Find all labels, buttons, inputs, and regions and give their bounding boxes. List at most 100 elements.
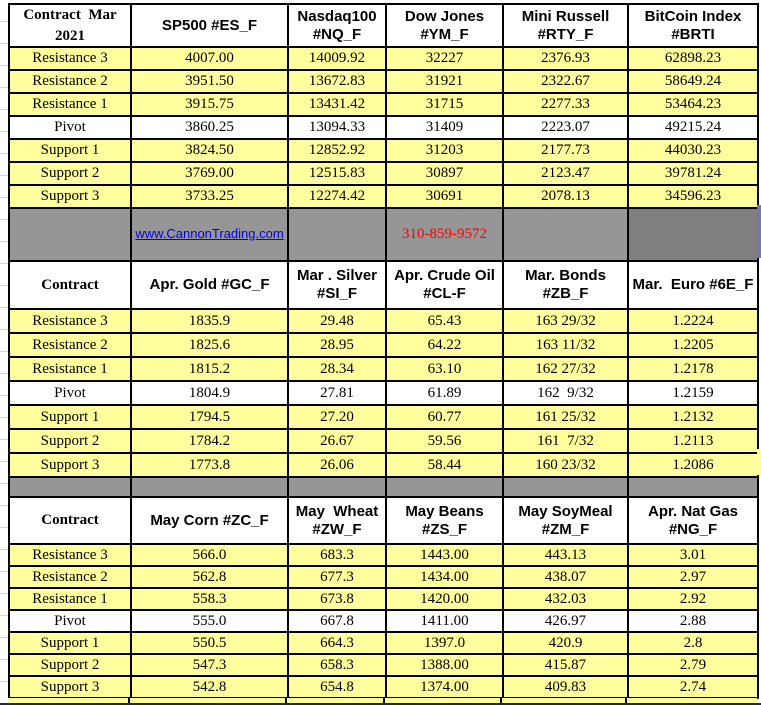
value-cell: 654.8 (287, 675, 387, 699)
row-label-cell: Support 1 (8, 631, 132, 655)
grid-divider (383, 698, 385, 703)
value-cell: 162 27/32 (502, 356, 629, 382)
table-row: Support 3 3733.25 12274.42 30691 2078.13 3459… (8, 184, 759, 209)
value-cell: 161 7/32 (502, 428, 629, 454)
value-cell: 667.8 (287, 609, 387, 633)
value-cell: 1784.2 (130, 428, 289, 454)
value-cell: 28.34 (287, 356, 387, 382)
section-3-corner-cell: Contract (8, 496, 132, 545)
grid-divider (625, 698, 627, 703)
bottom-edge-bar (0, 703, 761, 705)
column-header-cell: Apr. Gold #GC_F (130, 260, 289, 310)
band-cell (287, 207, 387, 262)
value-cell: 30691 (385, 184, 504, 209)
band-cell (287, 476, 387, 498)
table-row: Pivot 1804.9 27.81 61.89 162 9/32 1.2159 (8, 380, 759, 406)
value-cell: 32227 (385, 46, 504, 71)
cannon-trading-link[interactable]: www.CannonTrading.com (135, 226, 284, 241)
band-cell (502, 476, 629, 498)
row-label-cell: Support 1 (8, 404, 132, 430)
bottom-row-sliver (8, 698, 757, 703)
grid-divider (128, 698, 130, 703)
section-1-header-row: Contract Mar 2021 SP500 #ES_F Nasdaq100 #N… (8, 3, 759, 48)
value-cell: 432.03 (502, 587, 629, 611)
value-cell: 29.48 (287, 308, 387, 334)
value-cell: 53464.23 (627, 92, 759, 117)
value-cell: 2.8 (627, 631, 759, 655)
column-header-cell: Mar . Silver #SI_F (287, 260, 387, 310)
value-cell: 547.3 (130, 653, 289, 677)
value-cell: 683.3 (287, 543, 387, 567)
right-edge-sliver (757, 205, 761, 258)
row-label-cell: Resistance 2 (8, 565, 132, 589)
band-cell (8, 476, 132, 498)
grid-divider (285, 698, 287, 703)
table-row: Resistance 2 1825.6 28.95 64.22 163 11/32 1.2… (8, 332, 759, 358)
table-row: Pivot 555.0 667.8 1411.00 426.97 2.88 (8, 609, 759, 633)
gray-separator-band (8, 476, 759, 498)
value-cell: 161 25/32 (502, 404, 629, 430)
section-3-header-row: Contract May Corn #ZC_F May Wheat #ZW_F May… (8, 496, 759, 545)
value-cell: 3.01 (627, 543, 759, 567)
table-row: Support 2 1784.2 26.67 59.56 161 7/32 1.2113 (8, 428, 759, 454)
value-cell: 13672.83 (287, 69, 387, 94)
value-cell: 1388.00 (385, 653, 504, 677)
value-cell: 26.06 (287, 452, 387, 478)
value-cell: 2177.73 (502, 138, 629, 163)
row-label-cell: Support 2 (8, 161, 132, 186)
row-label-cell: Support 2 (8, 428, 132, 454)
value-cell: 12515.83 (287, 161, 387, 186)
value-cell: 1.2132 (627, 404, 759, 430)
value-cell: 1835.9 (130, 308, 289, 334)
value-cell: 1434.00 (385, 565, 504, 589)
value-cell: 1374.00 (385, 675, 504, 699)
table-row: Resistance 1 1815.2 28.34 63.10 162 27/32 1.2… (8, 356, 759, 382)
value-cell: 12852.92 (287, 138, 387, 163)
band-cell (502, 207, 629, 262)
value-cell: 12274.42 (287, 184, 387, 209)
band-cell (627, 207, 759, 262)
value-cell: 163 11/32 (502, 332, 629, 358)
value-cell: 3733.25 (130, 184, 289, 209)
column-header-cell: May Corn #ZC_F (130, 496, 289, 545)
value-cell: 3824.50 (130, 138, 289, 163)
value-cell: 60.77 (385, 404, 504, 430)
value-cell: 558.3 (130, 587, 289, 611)
value-cell: 677.3 (287, 565, 387, 589)
value-cell: 34596.23 (627, 184, 759, 209)
value-cell: 2277.33 (502, 92, 629, 117)
value-cell: 58649.24 (627, 69, 759, 94)
row-label-cell: Pivot (8, 609, 132, 633)
row-label-cell: Resistance 3 (8, 543, 132, 567)
value-cell: 49215.24 (627, 115, 759, 140)
band-cell (385, 476, 504, 498)
value-cell: 550.5 (130, 631, 289, 655)
value-cell: 160 23/32 (502, 452, 629, 478)
column-header-cell: Dow Jones #YM_F (385, 3, 504, 48)
value-cell: 1794.5 (130, 404, 289, 430)
value-cell: 1397.0 (385, 631, 504, 655)
value-cell: 163 29/32 (502, 308, 629, 334)
row-label-cell: Pivot (8, 380, 132, 406)
column-header-cell: Apr. Nat Gas #NG_F (627, 496, 759, 545)
value-cell: 426.97 (502, 609, 629, 633)
table-row: Resistance 2 3951.50 13672.83 31921 2322.67 5… (8, 69, 759, 94)
table-row: Support 2 3769.00 12515.83 30897 2123.47 3978… (8, 161, 759, 186)
row-label-cell: Pivot (8, 115, 132, 140)
phone-number: 310-859-9572 (402, 226, 487, 242)
row-label-cell: Resistance 2 (8, 69, 132, 94)
value-cell: 3769.00 (130, 161, 289, 186)
column-header-cell: Mini Russell #RTY_F (502, 3, 629, 48)
value-cell: 542.8 (130, 675, 289, 699)
value-cell: 39781.24 (627, 161, 759, 186)
value-cell: 1.2113 (627, 428, 759, 454)
table-row: Support 3 542.8 654.8 1374.00 409.83 2.74 (8, 675, 759, 699)
value-cell: 13431.42 (287, 92, 387, 117)
value-cell: 673.8 (287, 587, 387, 611)
row-label-cell: Support 2 (8, 653, 132, 677)
table-row: Resistance 2 562.8 677.3 1434.00 438.07 2.97 (8, 565, 759, 589)
value-cell: 2.92 (627, 587, 759, 611)
column-header-cell: BitCoin Index #BRTI (627, 3, 759, 48)
value-cell: 1420.00 (385, 587, 504, 611)
